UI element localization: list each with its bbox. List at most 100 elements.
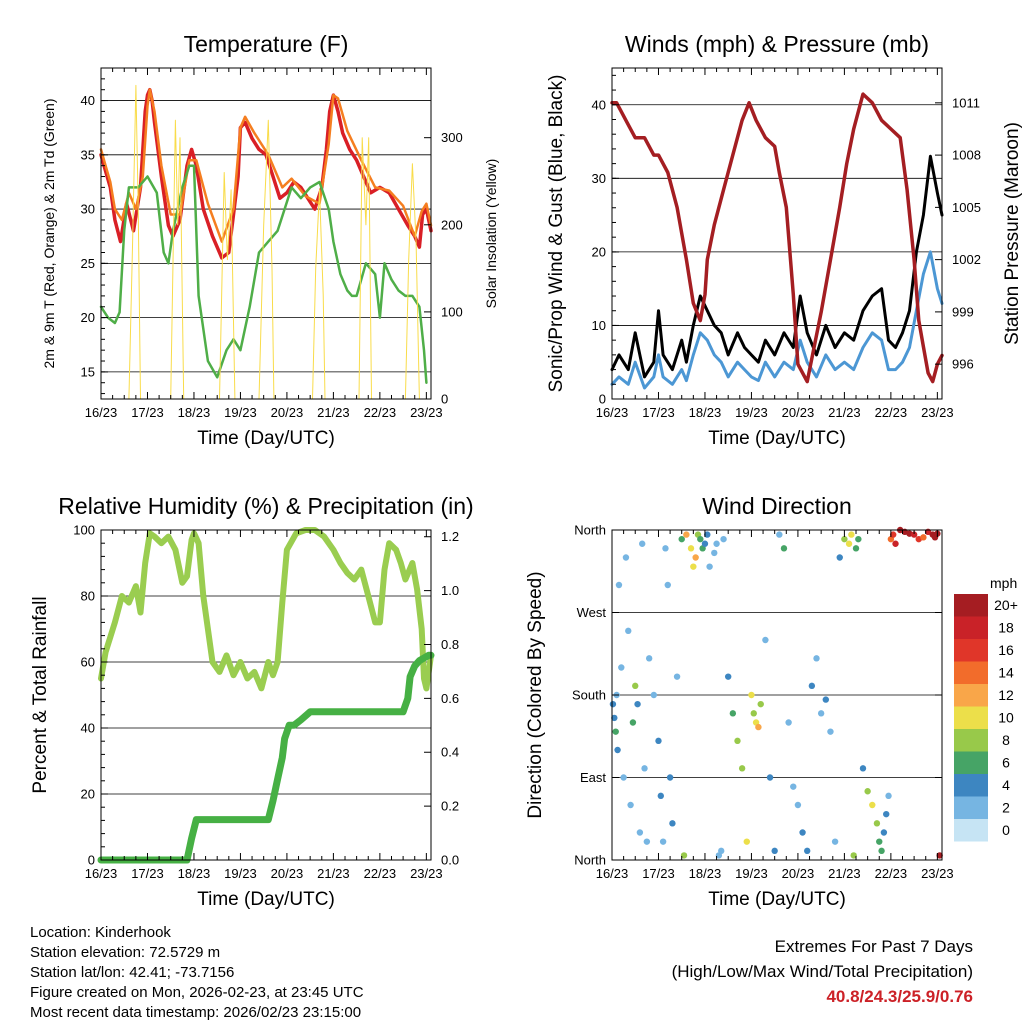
direction-point <box>629 719 637 726</box>
y-tick-label: 0 <box>88 853 95 868</box>
x-tick-label: 22/23 <box>875 866 908 881</box>
direction-point <box>845 540 853 547</box>
direction-point <box>827 728 834 735</box>
y-tick-label: North <box>574 853 606 868</box>
series-line <box>97 651 435 864</box>
legend-label: 4 <box>1002 777 1010 793</box>
direction-point <box>645 655 653 662</box>
x-tick-label: 20/23 <box>271 405 304 420</box>
direction-point <box>611 714 618 722</box>
legend-swatch <box>954 706 988 729</box>
direction-point <box>738 765 746 772</box>
x-tick-label: 22/23 <box>364 866 397 881</box>
direction-point <box>655 737 662 745</box>
series-line <box>128 84 420 400</box>
direction-point <box>678 535 685 543</box>
legend-label: 8 <box>1002 732 1010 748</box>
y-axis-label: Direction (Colored By Speed) <box>525 571 546 818</box>
y2-tick-label: 0.4 <box>441 745 459 760</box>
direction-point <box>669 820 676 827</box>
direction-point <box>683 531 690 538</box>
x-tick-label: 18/23 <box>689 405 722 420</box>
direction-point <box>848 531 855 538</box>
direction-point <box>850 852 857 859</box>
y-tick-label: 25 <box>81 256 95 271</box>
x-tick-label: 21/23 <box>828 405 861 420</box>
chart-title: Temperature (F) <box>184 31 349 57</box>
winds-pressure-panel: 16/23 17/23 18/23 19/23 20/23 21/23 22/23 23/23… <box>546 31 1023 449</box>
direction-point <box>880 829 888 836</box>
chart-title: Winds (mph) & Pressure (mb) <box>625 31 929 57</box>
series-line <box>99 164 428 384</box>
legend-swatch <box>954 819 988 842</box>
y-tick-label: 30 <box>592 171 606 186</box>
legend-swatch <box>954 661 988 684</box>
legend-swatch <box>954 729 988 752</box>
x-tick-label: 19/23 <box>735 405 768 420</box>
wind-direction-panel: 16/23 17/23 18/23 19/23 20/23 21/23 22/23 23/23… <box>525 493 954 910</box>
y2-tick-label: 1.0 <box>441 583 459 598</box>
location-text: Location: Kinderhook <box>30 924 171 941</box>
y2-tick-label: 0 <box>441 392 448 407</box>
x-tick-label: 20/23 <box>782 866 815 881</box>
direction-point <box>852 545 860 552</box>
legend-label: 2 <box>1002 800 1010 816</box>
x-tick-label: 16/23 <box>596 405 629 420</box>
y-tick-label: South <box>572 688 606 703</box>
direction-point <box>643 838 651 845</box>
legend-label: 18 <box>998 620 1014 636</box>
humidity-precip-panel: 16/23 17/23 18/23 19/23 20/23 21/23 22/23 23/23… <box>30 493 474 910</box>
y-axis-label: Sonic/Prop Wind & Gust (Blue, Black) <box>546 75 567 393</box>
direction-point <box>620 774 627 781</box>
extremes-title: Extremes For Past 7 Days <box>774 937 973 956</box>
extremes-subtitle: (High/Low/Max Wind/Total Precipitation) <box>671 962 973 981</box>
direction-point <box>743 838 750 845</box>
x-tick-label: 21/23 <box>828 866 861 881</box>
direction-point <box>713 540 720 547</box>
legend-label: 16 <box>998 642 1014 658</box>
direction-point <box>883 810 890 818</box>
direction-point <box>804 847 811 855</box>
direction-point <box>780 545 788 552</box>
legend-label: 12 <box>998 687 1014 703</box>
direction-point <box>720 535 727 543</box>
direction-point <box>855 535 862 543</box>
direction-point <box>636 829 644 836</box>
y-tick-label: 15 <box>81 364 95 379</box>
direction-point <box>666 774 674 781</box>
direction-point <box>729 710 737 717</box>
direction-point <box>697 535 704 543</box>
y2-tick-label: 1002 <box>952 252 981 267</box>
legend-label: 14 <box>998 665 1014 681</box>
x-tick-label: 23/23 <box>921 405 954 420</box>
x-tick-label: 16/23 <box>85 866 118 881</box>
direction-point <box>706 563 713 570</box>
extremes-values: 40.8/24.3/25.9/0.76 <box>826 987 973 1006</box>
y2-tick-label: 1008 <box>952 148 981 163</box>
x-tick-label: 17/23 <box>131 405 164 420</box>
y-tick-label: 100 <box>73 523 95 538</box>
direction-point <box>615 581 623 589</box>
direction-point <box>612 728 619 735</box>
legend-swatch <box>954 684 988 707</box>
direction-point <box>632 682 639 690</box>
x-tick-label: 23/23 <box>410 866 443 881</box>
y-tick-label: 30 <box>81 202 95 217</box>
chart-title: Wind Direction <box>702 493 852 519</box>
y2-tick-label: 1011 <box>952 95 980 110</box>
x-tick-label: 17/23 <box>131 866 164 881</box>
x-tick-label: 21/23 <box>317 405 350 420</box>
direction-point <box>748 691 755 699</box>
y2-tick-label: 0.6 <box>441 691 459 706</box>
legend-swatch <box>954 751 988 774</box>
direction-point <box>664 581 671 589</box>
y2-axis-label: Station Pressure (Maroon) <box>1002 122 1023 345</box>
y-tick-label: 0 <box>599 392 606 407</box>
y-tick-label: 20 <box>81 787 95 802</box>
legend-swatch <box>954 594 988 617</box>
legend-label: 6 <box>1002 755 1010 771</box>
y-tick-label: 40 <box>81 721 95 736</box>
legend-swatch <box>954 796 988 819</box>
direction-point <box>734 737 741 745</box>
y-tick-label: East <box>580 770 606 785</box>
